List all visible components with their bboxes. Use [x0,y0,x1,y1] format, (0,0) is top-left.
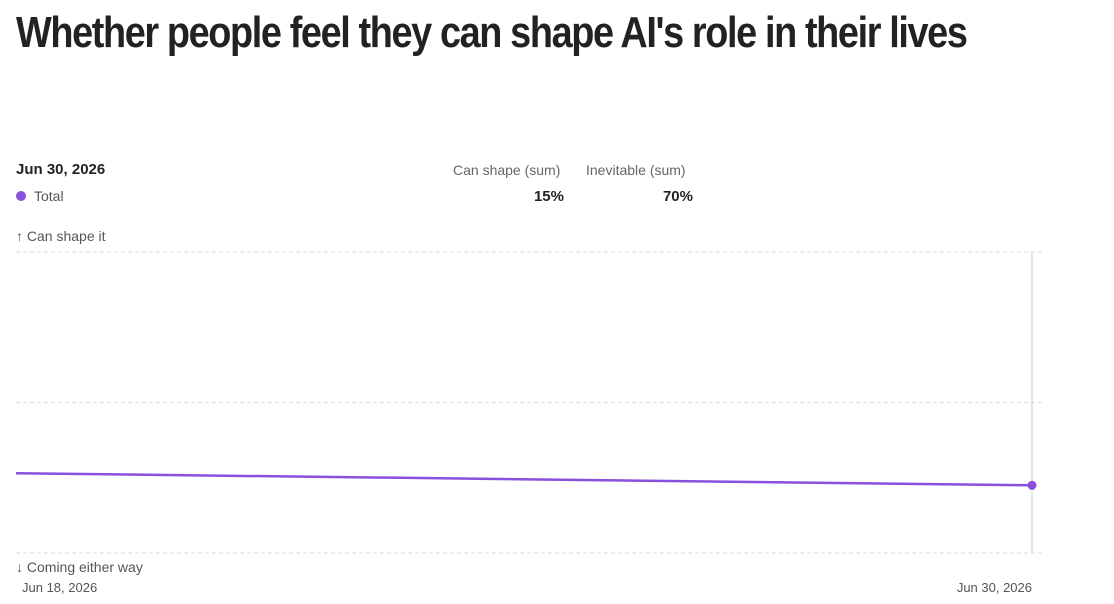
legend-item-total[interactable]: Total [16,188,64,204]
x-tick-label: Jun 30, 2026 [957,580,1032,595]
x-tick-layer: Jun 18, 2026 Jun 30, 2026 [22,580,1032,595]
grid-layer [16,251,1044,554]
tooltip-date: Jun 30, 2026 [16,161,106,178]
column-header-inevitable: Inevitable (sum) [586,162,686,178]
highlight-point[interactable] [1027,480,1037,490]
value-can-shape: 15% [533,188,564,205]
series-layer [15,471,1037,490]
value-inevitable: 70% [662,188,693,205]
column-header-can-shape: Can shape (sum) [453,162,561,178]
x-tick-label: Jun 18, 2026 [22,580,97,595]
y-axis-top-label: ↑ Can shape it [16,228,106,244]
legend-dot-icon [16,191,26,201]
y-axis-bottom-label: ↓ Coming either way [16,559,143,575]
series-line-total [15,471,1033,487]
page-title: Whether people feel they can shape AI's … [16,8,968,57]
legend-label: Total [34,188,64,204]
